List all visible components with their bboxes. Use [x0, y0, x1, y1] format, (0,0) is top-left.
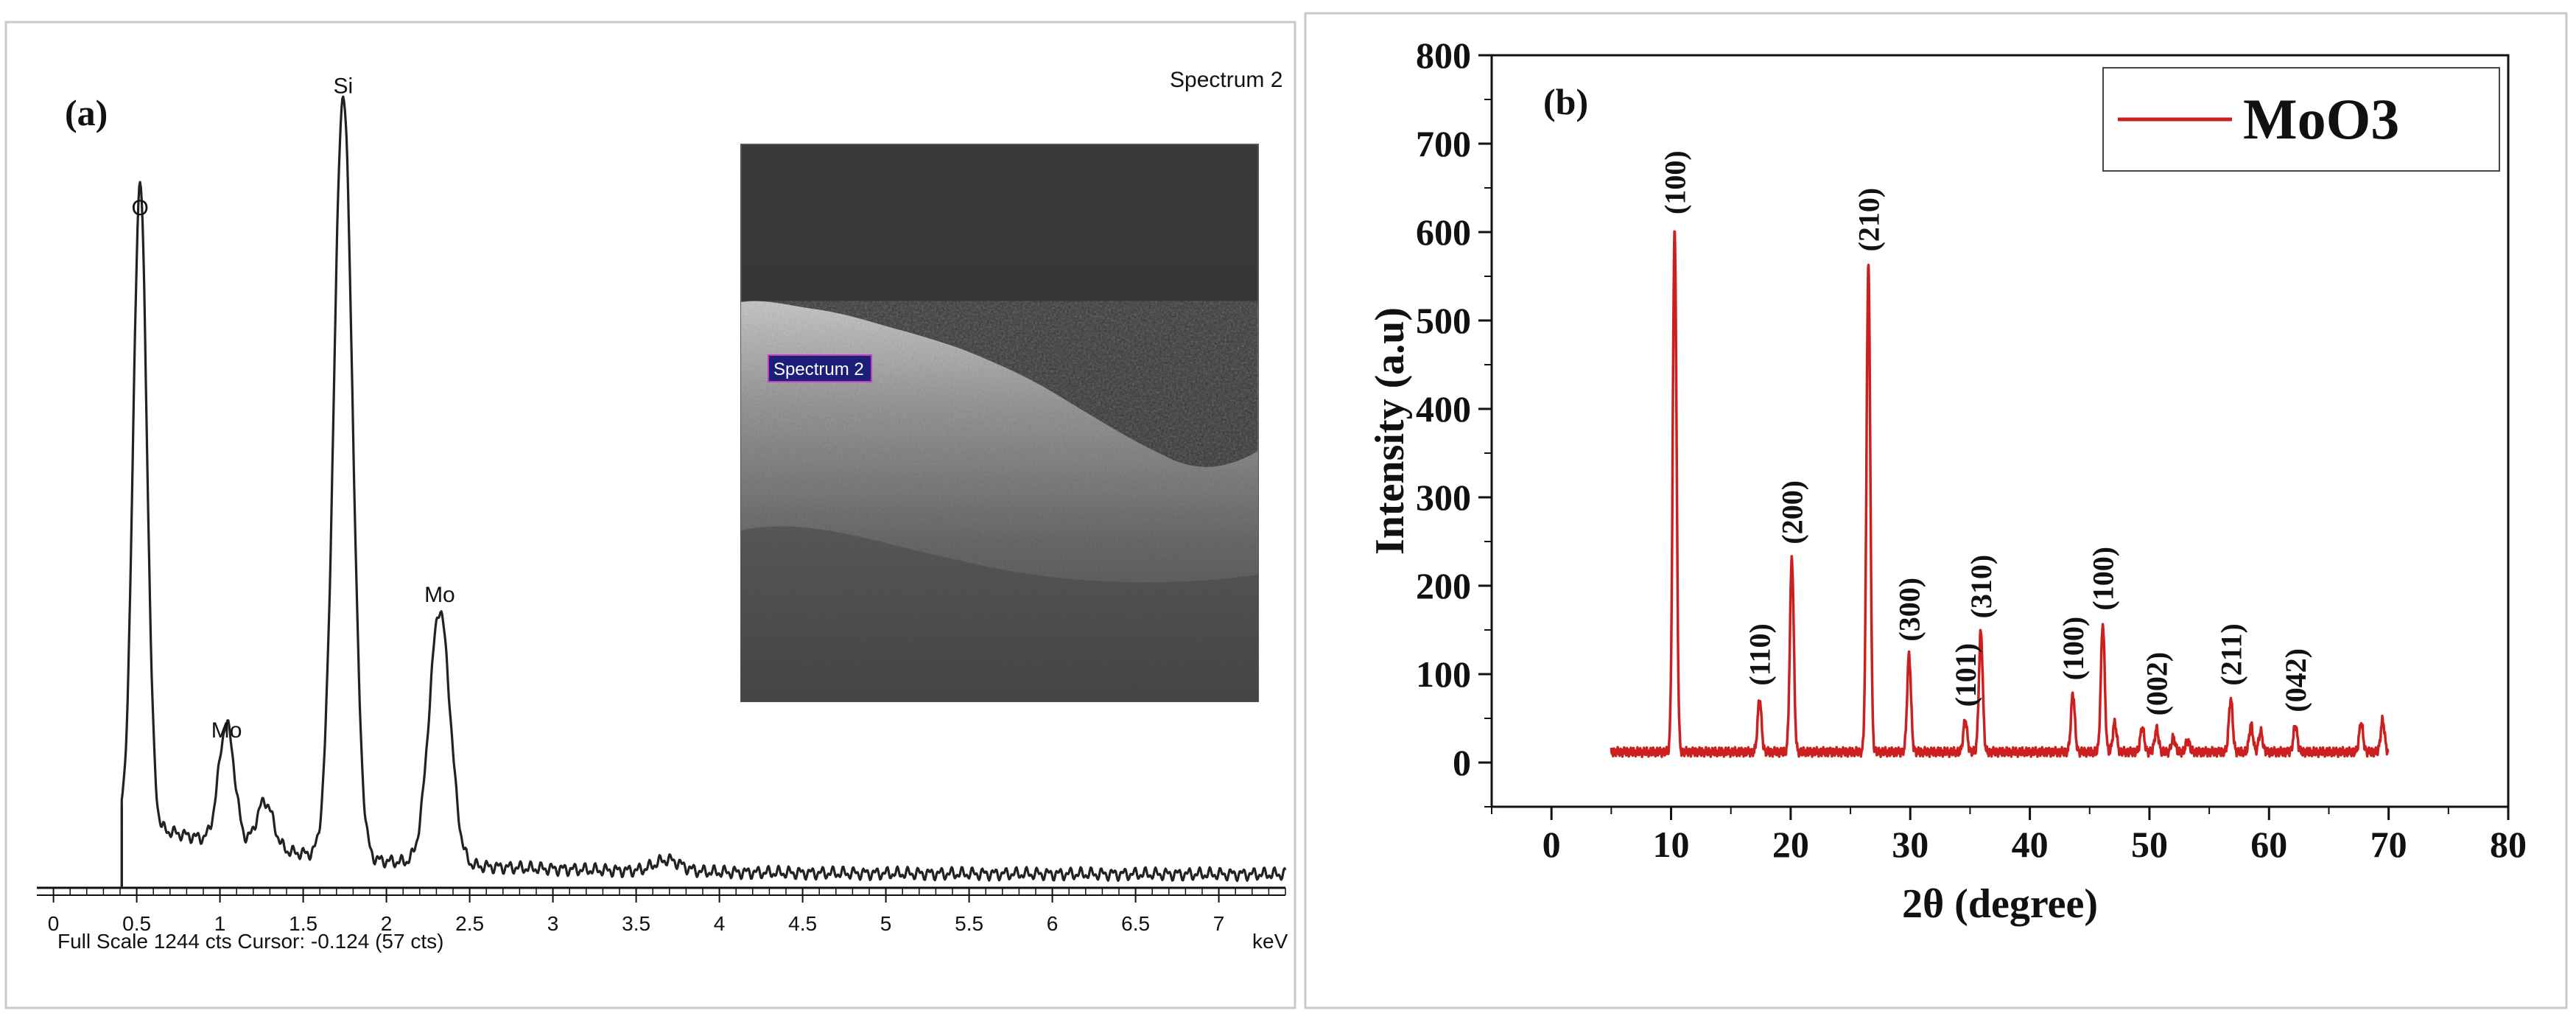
- xrd-x-tick-label: 40: [2012, 824, 2049, 865]
- panel-b-frame: [1304, 12, 2568, 1009]
- xrd-peak-label: (200): [1776, 480, 1809, 544]
- sem-inset-image: [740, 144, 1259, 702]
- eds-peak-label: Mo: [424, 583, 455, 607]
- inset-spectrum-marker: [768, 354, 872, 382]
- xrd-peak-label: (110): [1744, 623, 1777, 685]
- eds-x-unit: keV: [1252, 930, 1288, 953]
- eds-x-tick-label: 0: [48, 912, 60, 935]
- xrd-y-tick-label: 600: [1416, 211, 1471, 253]
- xrd-peak-label: (100): [2087, 547, 2120, 611]
- xrd-x-tick-label: 80: [2490, 824, 2527, 865]
- xrd-x-tick-label: 10: [1653, 824, 1690, 865]
- xrd-y-tick-label: 800: [1416, 35, 1471, 76]
- eds-spectrum-line: [120, 95, 1287, 888]
- eds-plot: 0 0.5 1 1.5 2 2.5 3 3.5 4 4.5 5 5.5 6 6.5 7 O Mo Si Mo: [37, 74, 1287, 935]
- eds-x-tick-label: 6: [1047, 912, 1059, 935]
- eds-x-tick-label: 0.5: [122, 912, 151, 935]
- eds-x-tick-label: 5.5: [955, 912, 983, 935]
- panel-b-label: (b): [1543, 81, 1588, 122]
- eds-x-tick-label: 1.5: [289, 912, 317, 935]
- eds-x-tick-label: 1: [214, 912, 226, 935]
- xrd-legend: MoO3: [2102, 67, 2500, 172]
- xrd-peak-label: (042): [2279, 648, 2312, 712]
- xrd-plot-frame: [1490, 54, 2510, 808]
- xrd-y-tick-label: 500: [1416, 300, 1471, 341]
- xrd-peak-label: (211): [2214, 623, 2247, 685]
- xrd-y-tick-label: 0: [1453, 742, 1471, 783]
- eds-x-tick-label: 2: [381, 912, 393, 935]
- xrd-y-tick-label: 200: [1416, 565, 1471, 606]
- xrd-x-tick-label: 20: [1772, 824, 1809, 865]
- xrd-y-tick-label: 100: [1416, 654, 1471, 695]
- xrd-peak-label: (300): [1893, 578, 1926, 642]
- xrd-y-tick-label: 700: [1416, 123, 1471, 164]
- xrd-y-tick-label: 300: [1416, 477, 1471, 518]
- xrd-peak-label: (310): [1965, 555, 1998, 619]
- xrd-series-line: [1610, 230, 2390, 758]
- xrd-peak-label: (100): [2057, 617, 2090, 681]
- eds-peak-label: Si: [333, 74, 353, 99]
- xrd-x-tick-label: 50: [2131, 824, 2168, 865]
- eds-x-tick-label: 6.5: [1121, 912, 1150, 935]
- eds-x-tick-label: 2.5: [455, 912, 484, 935]
- xrd-peak-label: (100): [1658, 150, 1691, 214]
- eds-x-tick-label: 3.5: [622, 912, 650, 935]
- xrd-x-tick-label: 30: [1892, 824, 1929, 865]
- eds-x-tick-label: 7: [1213, 912, 1225, 935]
- xrd-x-tick-label: 60: [2250, 824, 2287, 865]
- inset-spectrum-label: Spectrum 2: [773, 360, 864, 379]
- eds-x-tick-label: 4.5: [788, 912, 817, 935]
- spectrum-title: Spectrum 2: [1170, 68, 1282, 92]
- xrd-y-axis-title: Intensity (a.u): [1367, 307, 1413, 555]
- eds-x-tick-label: 4: [714, 912, 726, 935]
- eds-footer-left: Full Scale 1244 cts Cursor: -0.124 (57 c…: [57, 930, 443, 953]
- eds-peak-label: Mo: [211, 718, 242, 743]
- xrd-plot: 0 100 200 300 400 500 600 700 800 0 10 20 30 40 50 60 70…: [1367, 35, 2527, 927]
- eds-peak-label: O: [131, 196, 148, 220]
- xrd-x-tick-label: 70: [2370, 824, 2407, 865]
- xrd-peak-label: (002): [2141, 652, 2174, 716]
- eds-x-tick-label: 3: [547, 912, 559, 935]
- xrd-x-tick-label: 0: [1543, 824, 1561, 865]
- xrd-x-axis-title: 2θ (degree): [1902, 881, 2098, 927]
- xrd-peak-label: (210): [1852, 188, 1885, 252]
- eds-x-tick-label: 5: [880, 912, 892, 935]
- xrd-legend-label: MoO3: [2243, 87, 2399, 151]
- xrd-y-tick-label: 400: [1416, 388, 1471, 430]
- xrd-peak-label: (101): [1949, 643, 1982, 707]
- panel-a-label: (a): [65, 92, 108, 133]
